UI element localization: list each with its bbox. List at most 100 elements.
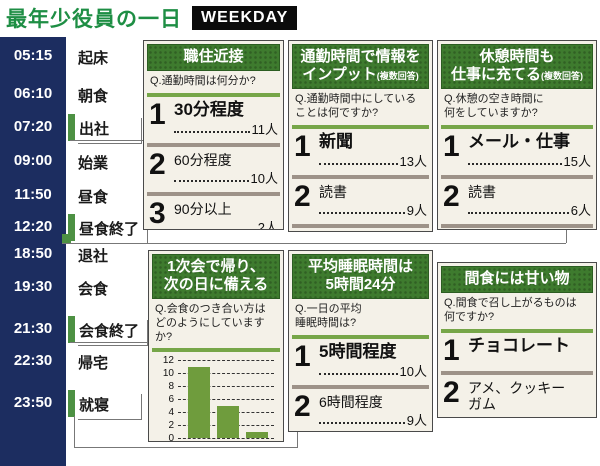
rank-number: 2 [149,148,166,182]
rank-item-1: 1 チョコレート [441,335,593,369]
rank-item-3: 3 90分以上 2人 [147,197,280,230]
activity-label: 昼食終了 [78,218,149,244]
connector-line [70,342,148,343]
time-label: 06:10 [13,85,53,102]
divider-gray [292,175,429,180]
panel-sleep: 平均睡眠時間は 5時間24分 Q.一日の平均 睡眠時間は? 1 5時間程度 10人 … [288,250,433,432]
rank-item-1: 1 新聞 13人 [292,131,429,174]
panel-commute-question: Q.通勤時間は何分か? [150,75,256,87]
rank-label: チョコレート [468,335,570,355]
rank-label: アメ、クッキー ガム [468,379,566,412]
rank-item-3: 3インターネット7人 [292,230,429,232]
rank-number: 3 [149,197,166,230]
panel-title: 休憩時間も 仕事に充てる [450,48,555,83]
divider-green [292,124,429,129]
panel-note: (複数回答) [541,71,583,81]
panel-breaktime-question: Q.休憩の空き時間に 何をしていますか? [444,93,544,119]
rank-number: 1 [443,333,460,367]
dotted-leader [174,131,250,134]
divider-gray [147,143,280,148]
rank-number: 2 [294,390,311,424]
time-label: 21:30 [13,320,53,337]
rank-item-1: 1 5時間程度 10人 [292,341,429,384]
chart-bar-1 [216,405,239,439]
panel-sleep-header: 平均睡眠時間は 5時間24分 [292,254,429,299]
connector-line [62,243,566,244]
rank-number: 1 [294,339,311,373]
activity-label: 会食 [78,281,109,298]
rank-item-1: 1 30分程度 11人 [147,99,280,142]
divider-green [152,348,280,353]
connector-line [74,416,75,447]
panel-title: 通勤時間で情報を インプット [300,48,421,83]
dotted-leader [319,212,405,215]
rank-number: 3 [294,231,311,232]
rank-label: メール・仕事 [468,131,570,151]
panel-snack-header: 間食には甘い物 [441,266,593,293]
divider-green [441,124,593,129]
rank-label: 90分以上 [174,201,232,218]
time-label: 07:20 [13,118,53,135]
page-title: 最年少役員の一日 [6,8,182,31]
divider-gray [147,192,280,197]
time-label: 11:50 [14,186,52,203]
time-label: 12:20 [13,218,53,235]
dotted-leader [468,163,562,166]
dotted-leader [319,373,398,376]
panel-input-header: 通勤時間で情報を インプット(複数回答) [292,44,429,89]
activity-label: 昼食 [78,189,109,206]
activity-label: 就寝 [78,394,142,420]
panel-snack-question: Q.間食で召し上がるものは 何ですか? [444,297,577,323]
divider-green [292,334,429,339]
y-tick-label: 6 [168,394,174,406]
panel-title: 職住近接 [183,48,244,65]
panel-dinner-question: Q.会食のつき合い方は どのようにしていますか? [155,303,266,343]
panel-title: 1次会で帰り、 次の日に備える [163,258,269,293]
divider-gray [292,385,429,390]
rank-count: 11人 [251,122,279,138]
dotted-leader [319,422,405,425]
chart-bar-2 [245,431,268,439]
green-marker [68,114,75,141]
time-label: 22:30 [13,352,53,369]
y-tick-label: 2 [168,420,174,432]
connector-line [70,140,143,141]
rank-count: 9人 [406,413,427,429]
weekday-badge: WEEKDAY [192,6,298,30]
panel-commute-header: 職住近接 [147,44,280,71]
rank-label: 5時間程度 [319,341,397,361]
activity-label: 起床 [78,50,109,67]
rank-count: 10人 [250,171,278,187]
rank-item-2: 2 60分程度 10人 [147,149,280,190]
chart-bar-0 [188,366,211,439]
rank-number: 2 [443,375,460,409]
panel-title: 間食には甘い物 [464,270,570,287]
rank-number: 1 [443,129,460,163]
rank-label: 60分程度 [174,152,232,169]
rank-item-2: 2 読書 9人 [292,181,429,222]
rank-label: 読書 [468,184,496,201]
dotted-leader [174,180,249,183]
dotted-leader [319,163,398,166]
divider-gray [292,224,429,229]
panel-input-question: Q.通勤時間中にしている ことは何ですか? [295,93,417,119]
dotted-leader [174,229,256,230]
panel-input: 通勤時間で情報を インプット(複数回答) Q.通勤時間中にしている ことは何です… [288,40,433,232]
y-tick-label: 10 [162,368,174,380]
panel-breaktime-header: 休憩時間も 仕事に充てる(複数回答) [441,44,593,89]
title-row: 最年少役員の一日 WEEKDAY [6,3,298,33]
green-marker [68,390,75,417]
panel-dinner: 1次会で帰り、 次の日に備える Q.会食のつき合い方は どのようにしていますか?… [148,250,284,442]
divider-gray [441,224,593,229]
rank-label: 30分程度 [174,99,244,119]
activity-label: 朝食 [78,88,109,105]
time-label: 19:30 [13,278,53,295]
y-tick-label: 0 [168,433,174,442]
panel-commute: 職住近接 Q.通勤時間は何分か? 1 30分程度 11人 2 60分程度 10人 3 90… [143,40,284,230]
time-label: 23:50 [13,394,53,411]
green-marker [68,316,75,343]
connector-line [566,230,567,243]
gridline-12: 12 [163,355,274,366]
panel-snack: 間食には甘い物 Q.間食で召し上がるものは 何ですか? 1 チョコレート 2 アメ、… [437,262,597,418]
